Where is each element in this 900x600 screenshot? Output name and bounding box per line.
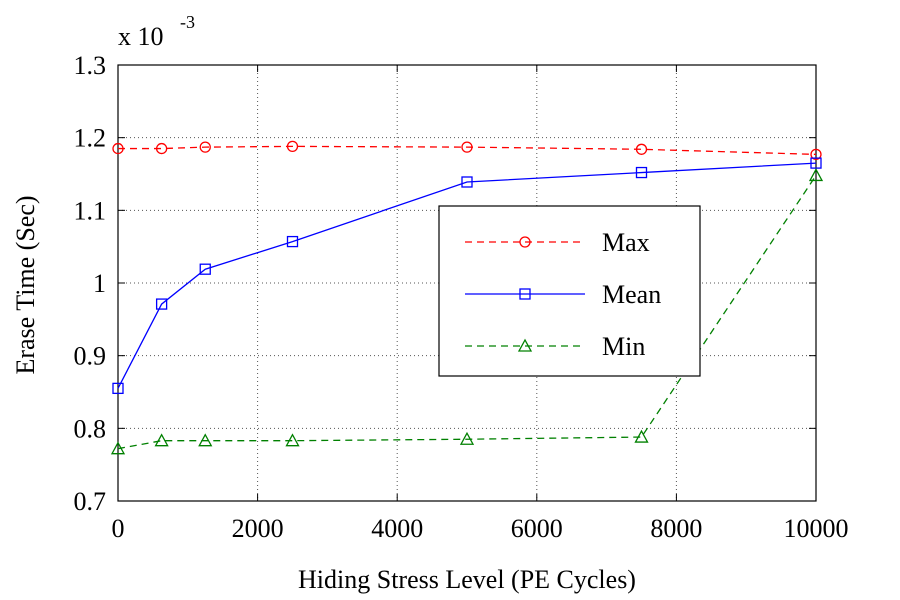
legend-marker-min [517,338,533,352]
y-tick-label: 1.2 [74,124,107,153]
y-tick-label: 0.8 [74,414,107,443]
data-point-mean [155,298,168,310]
y-scale-multiplier: x 10 -3 [118,12,195,51]
data-point-min [285,433,300,447]
data-point-max [155,142,168,155]
y-tick-label: 0.9 [74,342,107,371]
legend-item-max: Max [465,228,650,257]
data-point-max [199,141,211,153]
y-tick-label: 1.3 [74,51,107,80]
data-point-min [154,433,169,447]
data-point-mean [635,166,648,179]
data-point-min [110,441,126,455]
y-tick-label: 1 [93,269,106,298]
data-point-min [808,168,824,182]
x-tick-label: 2000 [232,514,284,543]
legend: Max Mean Min [438,205,701,377]
y-multiplier-exponent: -3 [180,12,195,32]
y-tick-label: 0.7 [74,487,107,516]
legend-box [438,205,701,377]
data-point-mean [286,235,299,248]
data-point-max [461,141,473,153]
data-point-max [810,148,822,161]
data-point-max [112,142,124,155]
y-tick-label: 1.1 [74,196,107,225]
series-line-mean [117,162,817,389]
legend-marker-mean [519,288,531,300]
data-point-max [286,140,299,153]
series-line-max [118,145,817,156]
data-point-min [459,431,475,445]
data-point-mean [461,176,473,188]
series-min [110,168,824,455]
x-tick-label: 6000 [511,514,563,543]
legend-label-mean: Mean [602,280,661,309]
series-max [112,140,822,161]
x-tick-label: 8000 [650,514,702,543]
legend-item-min: Min [465,332,645,361]
axis-ticks: 0 2000 4000 6000 8000 10000 0.7 0.8 0.9 1 1.1 1.2 1.… [74,51,849,543]
y-axis-label: Erase Time (Sec) [11,195,40,374]
legend-marker-max [519,236,531,248]
data-point-mean [199,263,211,275]
x-axis-label: Hiding Stress Level (PE Cycles) [298,565,636,594]
x-tick-label: 10000 [784,514,849,543]
y-multiplier-base: x 10 [118,22,164,51]
legend-item-mean: Mean [465,280,661,309]
data-point-max [635,143,648,155]
x-tick-label: 0 [112,514,125,543]
legend-label-max: Max [602,228,650,257]
data-point-min [634,429,649,443]
legend-label-min: Min [602,332,645,361]
series-group [110,140,824,455]
data-point-min [198,433,213,447]
data-point-mean [112,382,124,395]
x-tick-label: 4000 [371,514,423,543]
